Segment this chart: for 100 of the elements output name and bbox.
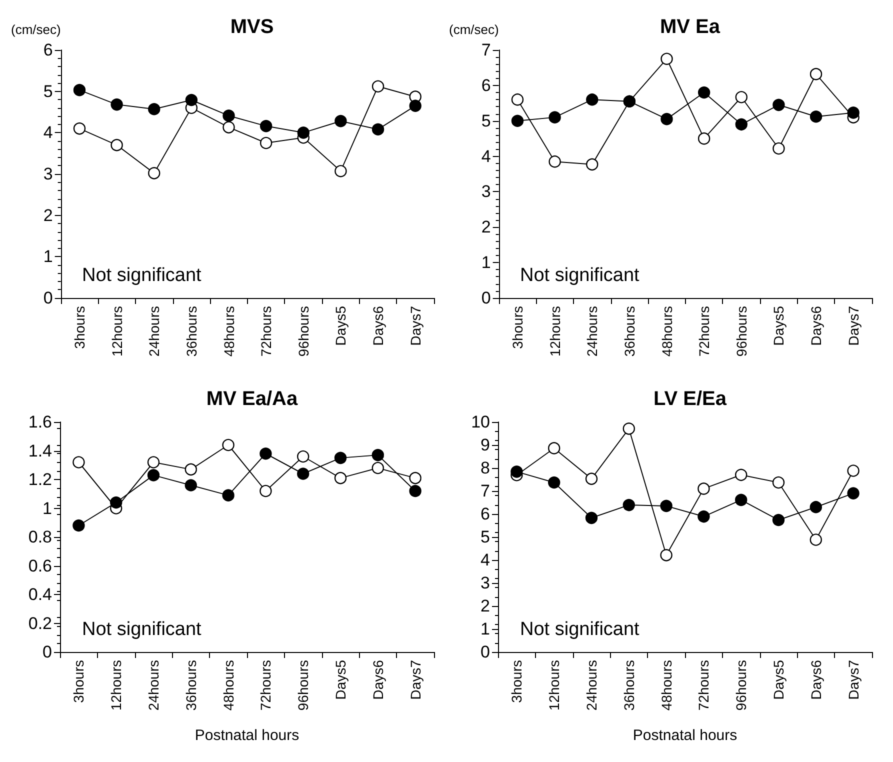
point: [148, 103, 160, 116]
point: [622, 498, 635, 512]
point: [622, 422, 635, 435]
point: [847, 487, 860, 500]
x-tick-label: 12hours: [546, 660, 562, 711]
y-tick-label: 1.6: [28, 412, 52, 432]
point: [586, 158, 598, 171]
point: [548, 156, 561, 168]
point: [184, 463, 197, 476]
point: [260, 448, 272, 460]
point: [735, 118, 748, 130]
point: [735, 468, 748, 481]
y-axis-title: (cm/sec): [448, 22, 499, 37]
point: [260, 136, 272, 150]
x-tick-label: 36hours: [183, 306, 200, 357]
chart-title: MVS: [230, 16, 274, 38]
point: [548, 111, 561, 124]
x-tick-label: 96hours: [295, 660, 312, 711]
point: [260, 484, 272, 498]
x-tick-label: 48hours: [220, 660, 236, 711]
y-axis-title: (cm/sec): [10, 22, 61, 37]
point: [511, 114, 524, 127]
y-tick-label: 1: [42, 498, 52, 518]
annotation: Not significant: [82, 265, 202, 286]
point: [847, 464, 860, 477]
point: [222, 121, 235, 134]
x-tick-label: 24hours: [584, 660, 600, 711]
point: [735, 91, 748, 104]
x-tick-label: 96hours: [295, 306, 312, 357]
y-tick-label: 0.6: [28, 556, 52, 576]
point: [660, 52, 673, 65]
point: [548, 442, 560, 454]
y-tick-label: 0.4: [28, 585, 52, 604]
y-tick-label: 3: [481, 182, 491, 202]
point: [548, 476, 560, 489]
point: [222, 489, 234, 502]
point: [810, 501, 822, 514]
x-tick-label: Days6: [808, 660, 824, 700]
point: [660, 549, 672, 562]
point: [698, 482, 710, 495]
x-tick-label: Days6: [808, 306, 824, 346]
point: [110, 98, 123, 111]
point: [147, 456, 160, 468]
point: [334, 472, 347, 484]
x-tick-label: 3hours: [70, 660, 87, 703]
x-tick-label: 48hours: [220, 306, 237, 357]
x-tick-label: 96hours: [733, 306, 750, 357]
x-tick-label: Days7: [407, 306, 424, 346]
point: [334, 114, 347, 128]
y-tick-label: 4: [481, 146, 491, 166]
y-tick-label: 9: [480, 436, 490, 454]
point: [735, 494, 748, 506]
y-tick-label: 4: [43, 123, 53, 142]
x-tick-label: 3hours: [508, 660, 525, 703]
point: [772, 514, 785, 526]
y-tick-label: 0.2: [28, 614, 52, 633]
point: [73, 84, 86, 96]
y-tick-label: 0: [481, 288, 491, 308]
point: [110, 138, 123, 152]
point: [222, 110, 235, 122]
point: [409, 472, 422, 484]
point: [698, 510, 710, 523]
x-tick-label: 72hours: [696, 660, 712, 711]
point: [148, 167, 160, 180]
x-tick-label: Days5: [770, 660, 786, 700]
y-tick-label: 6: [43, 40, 53, 60]
y-tick-label: 2: [481, 218, 491, 237]
point: [260, 120, 272, 132]
x-tick-label: Days7: [407, 660, 424, 700]
y-tick-label: 8: [480, 458, 490, 478]
y-tick-label: 2: [480, 596, 490, 616]
point: [72, 519, 85, 532]
y-tick-label: 0: [42, 642, 52, 662]
point: [409, 100, 422, 112]
point: [222, 438, 234, 452]
point: [334, 452, 347, 464]
point: [660, 500, 672, 512]
y-tick-label: 3: [43, 164, 53, 184]
point: [510, 466, 523, 478]
x-tick-label: 12hours: [108, 306, 125, 357]
x-tick-label: 72hours: [258, 306, 274, 357]
point: [297, 450, 310, 463]
annotation: Not significant: [520, 265, 640, 286]
y-tick-label: 10: [471, 412, 490, 432]
y-tick-label: 7: [481, 40, 491, 60]
point: [660, 112, 673, 126]
point: [147, 469, 160, 482]
point: [372, 123, 384, 136]
y-tick-label: 5: [481, 111, 491, 130]
y-tick-label: 3: [480, 574, 490, 592]
y-tick-label: 1: [480, 620, 490, 638]
y-tick-label: 2: [43, 206, 53, 225]
x-tick-label: 96hours: [733, 660, 750, 711]
x-tick-label: 72hours: [696, 306, 712, 357]
x-tick-label: 3hours: [509, 306, 526, 349]
x-tick-label: 12hours: [108, 660, 124, 711]
x-tick-label: Days6: [370, 660, 386, 700]
point: [184, 479, 197, 492]
x-tick-label: Days7: [845, 660, 862, 700]
point: [586, 94, 598, 106]
